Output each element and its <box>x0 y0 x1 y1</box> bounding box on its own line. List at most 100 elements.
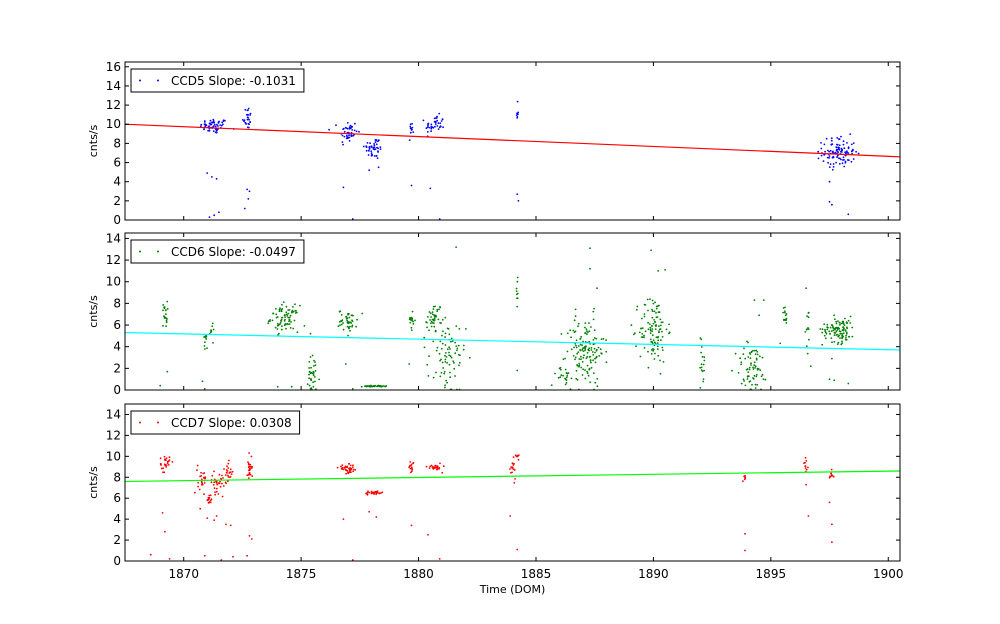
data-point <box>204 341 206 344</box>
data-point <box>808 338 810 341</box>
data-point <box>205 334 208 337</box>
data-point <box>850 143 853 146</box>
data-point <box>830 468 833 471</box>
data-point <box>510 466 512 468</box>
data-point <box>426 363 429 366</box>
data-point <box>241 119 244 121</box>
data-point <box>564 377 566 380</box>
data-point <box>227 467 230 469</box>
data-point <box>348 327 350 330</box>
data-point <box>650 325 653 327</box>
data-point <box>375 516 378 518</box>
data-point <box>309 332 312 335</box>
data-point <box>308 361 311 363</box>
data-point <box>554 372 556 375</box>
data-point <box>654 352 656 355</box>
data-point <box>646 298 649 301</box>
data-point <box>650 340 653 343</box>
data-point <box>581 361 584 363</box>
data-point <box>346 466 348 469</box>
data-point <box>516 100 519 103</box>
data-point <box>226 472 228 474</box>
data-point <box>842 326 844 329</box>
data-point <box>747 341 749 344</box>
data-point <box>651 308 653 311</box>
data-point <box>445 352 447 354</box>
data-point <box>410 184 413 187</box>
data-point <box>659 324 662 327</box>
data-point <box>581 348 584 351</box>
data-point <box>219 480 221 483</box>
data-point <box>384 385 387 388</box>
data-point <box>833 340 836 343</box>
data-point <box>279 310 281 312</box>
data-point <box>584 348 587 350</box>
data-point <box>562 358 565 361</box>
data-point <box>559 368 562 371</box>
data-point <box>267 322 270 325</box>
data-point <box>807 311 810 314</box>
data-point <box>344 466 347 468</box>
data-point <box>408 363 411 365</box>
data-point <box>226 465 228 468</box>
data-point <box>162 467 165 470</box>
data-point <box>348 134 350 137</box>
data-point <box>444 332 447 335</box>
data-point <box>445 356 448 358</box>
data-point <box>752 366 754 369</box>
data-point <box>576 364 578 366</box>
data-point <box>661 330 663 333</box>
data-point <box>749 357 752 360</box>
data-point <box>165 325 168 328</box>
data-point <box>830 337 833 339</box>
ccd6-legend-marker-right <box>157 250 159 253</box>
data-point <box>655 307 658 310</box>
data-point <box>430 464 433 467</box>
data-point <box>838 321 841 324</box>
data-point <box>820 147 823 150</box>
data-point <box>167 464 170 466</box>
data-point <box>208 216 211 219</box>
data-point <box>652 302 655 305</box>
data-point <box>287 309 290 311</box>
data-point <box>345 472 347 475</box>
data-point <box>283 314 286 316</box>
data-point <box>582 340 584 343</box>
data-point <box>369 142 371 145</box>
data-point <box>516 548 519 551</box>
data-point <box>343 130 346 133</box>
data-point <box>842 159 844 161</box>
data-point <box>592 372 595 375</box>
data-point <box>204 336 207 339</box>
data-point <box>572 355 575 357</box>
data-point <box>410 128 413 131</box>
data-point <box>410 316 413 319</box>
data-point <box>370 492 373 495</box>
data-point <box>831 324 833 326</box>
data-point <box>831 168 834 171</box>
data-point <box>248 190 251 193</box>
data-point <box>703 356 706 359</box>
data-point <box>410 319 412 321</box>
y-tick-label: 10 <box>106 117 121 131</box>
data-point <box>833 314 835 317</box>
data-point <box>743 475 745 478</box>
data-point <box>164 464 167 467</box>
data-point <box>833 331 836 334</box>
data-point <box>294 303 296 306</box>
data-point <box>201 380 204 383</box>
data-point <box>589 360 592 362</box>
ccd5-fit-line <box>124 123 901 158</box>
data-point <box>454 341 456 344</box>
ccd5-legend-label: CCD5 Slope: -0.1031 <box>171 74 296 88</box>
data-point <box>439 375 442 378</box>
ccd7-data-points <box>149 452 835 561</box>
data-point <box>248 452 251 454</box>
data-point <box>441 361 444 364</box>
data-point <box>351 466 354 468</box>
data-point <box>227 474 229 477</box>
data-point <box>343 135 346 138</box>
data-point <box>804 465 807 467</box>
data-point <box>247 461 249 463</box>
